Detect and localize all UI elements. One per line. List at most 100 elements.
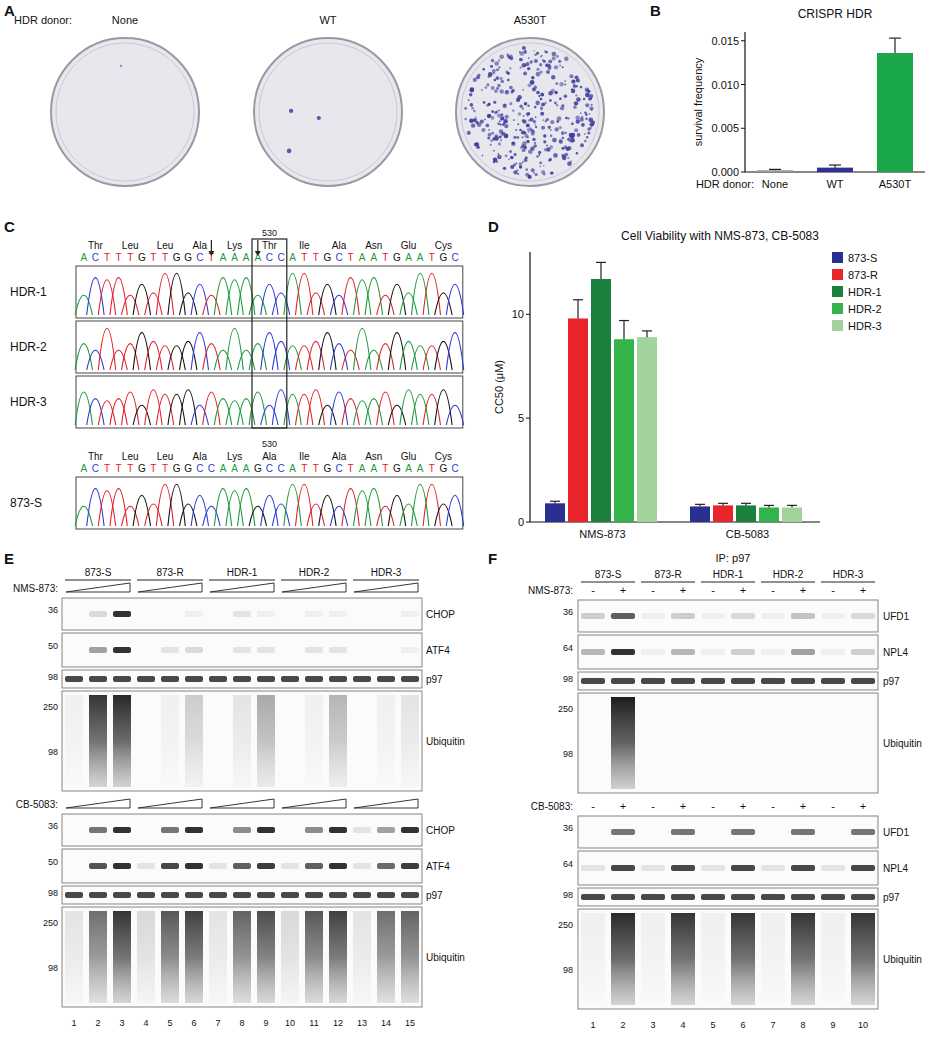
colony xyxy=(491,110,494,113)
colony xyxy=(536,91,540,95)
chromatogram-frame xyxy=(76,477,463,529)
colony xyxy=(560,106,564,110)
colony xyxy=(521,136,523,138)
mw-marker: 98 xyxy=(48,672,58,682)
colony xyxy=(575,115,579,119)
track-label: 873-S xyxy=(10,496,42,510)
colony xyxy=(500,113,503,116)
base: G xyxy=(324,252,332,263)
colony xyxy=(540,106,543,109)
colony xyxy=(550,129,552,131)
band xyxy=(137,863,155,869)
colony xyxy=(509,67,511,69)
colony xyxy=(496,68,499,71)
base: T xyxy=(313,252,319,263)
lane-group-line xyxy=(65,580,131,581)
treatment-sign: + xyxy=(620,584,626,596)
colony xyxy=(482,155,484,157)
lane-group-label: HDR-3 xyxy=(371,567,402,578)
colony xyxy=(585,93,590,98)
base: G xyxy=(173,463,181,474)
band xyxy=(329,892,347,898)
colony xyxy=(551,75,555,79)
treatment-sign: + xyxy=(800,800,806,812)
chromatogram-frame xyxy=(76,321,463,373)
colony xyxy=(589,94,593,98)
smear xyxy=(89,695,107,787)
band xyxy=(353,863,371,869)
error-bar xyxy=(596,262,606,279)
colony xyxy=(527,67,530,70)
band xyxy=(89,863,107,869)
amino-acid: Ala xyxy=(332,240,347,251)
peak xyxy=(435,390,452,425)
y-tick-label: 0.000 xyxy=(711,166,739,178)
colony xyxy=(571,133,575,137)
colony xyxy=(550,120,554,124)
colony xyxy=(519,129,521,131)
band xyxy=(791,649,815,655)
lane-number: 6 xyxy=(191,1018,196,1028)
colony xyxy=(521,144,525,148)
lane-group-label: 873-S xyxy=(595,569,622,580)
peak xyxy=(122,392,139,425)
lane-number: 3 xyxy=(119,1018,124,1028)
band xyxy=(377,676,395,682)
band xyxy=(257,827,275,833)
base: A xyxy=(370,463,377,474)
base: A xyxy=(289,463,296,474)
peak xyxy=(180,390,197,425)
peak xyxy=(272,504,289,526)
colony xyxy=(538,151,541,154)
band xyxy=(65,676,83,682)
dose-triangle xyxy=(354,583,418,592)
lane-number: 4 xyxy=(143,1018,148,1028)
smear xyxy=(671,913,695,1005)
y-label: survival frequency xyxy=(692,57,704,146)
peak xyxy=(226,491,243,526)
legend-label: HDR-3 xyxy=(848,320,882,332)
y-tick-label: 0.005 xyxy=(711,122,739,134)
error-bar xyxy=(619,321,629,340)
mw-marker: 98 xyxy=(563,749,573,759)
amino-acid: Leu xyxy=(157,451,174,462)
colony xyxy=(515,129,517,131)
peak xyxy=(214,350,231,370)
amino-acid: Ile xyxy=(299,451,310,462)
lane-group-line xyxy=(641,582,695,583)
peak xyxy=(319,405,336,425)
colony xyxy=(543,60,546,63)
colony xyxy=(488,114,491,117)
error-line xyxy=(623,321,624,340)
colony xyxy=(289,109,293,113)
base: A xyxy=(370,252,377,263)
base: G xyxy=(138,463,146,474)
peak xyxy=(296,394,313,425)
band xyxy=(281,863,299,869)
colony xyxy=(522,89,524,91)
ip-title: IP: p97 xyxy=(716,552,751,564)
peak xyxy=(307,390,324,425)
band xyxy=(305,892,323,898)
band xyxy=(731,678,755,684)
colony xyxy=(475,116,477,118)
colony xyxy=(534,85,537,88)
colony xyxy=(540,93,543,96)
y-axis xyxy=(529,252,530,522)
colony xyxy=(516,136,519,139)
colony xyxy=(515,162,517,164)
colony xyxy=(503,132,505,134)
treatment-label: NMS-873: xyxy=(13,583,58,594)
smear xyxy=(161,911,179,1003)
band xyxy=(701,894,725,900)
colony xyxy=(522,108,524,110)
colony xyxy=(584,140,587,143)
band xyxy=(611,649,635,655)
colony xyxy=(561,131,565,135)
base: A xyxy=(220,463,227,474)
colony xyxy=(559,64,561,66)
band xyxy=(329,611,347,617)
band xyxy=(185,892,203,898)
colony xyxy=(546,63,548,65)
colony xyxy=(556,55,559,58)
